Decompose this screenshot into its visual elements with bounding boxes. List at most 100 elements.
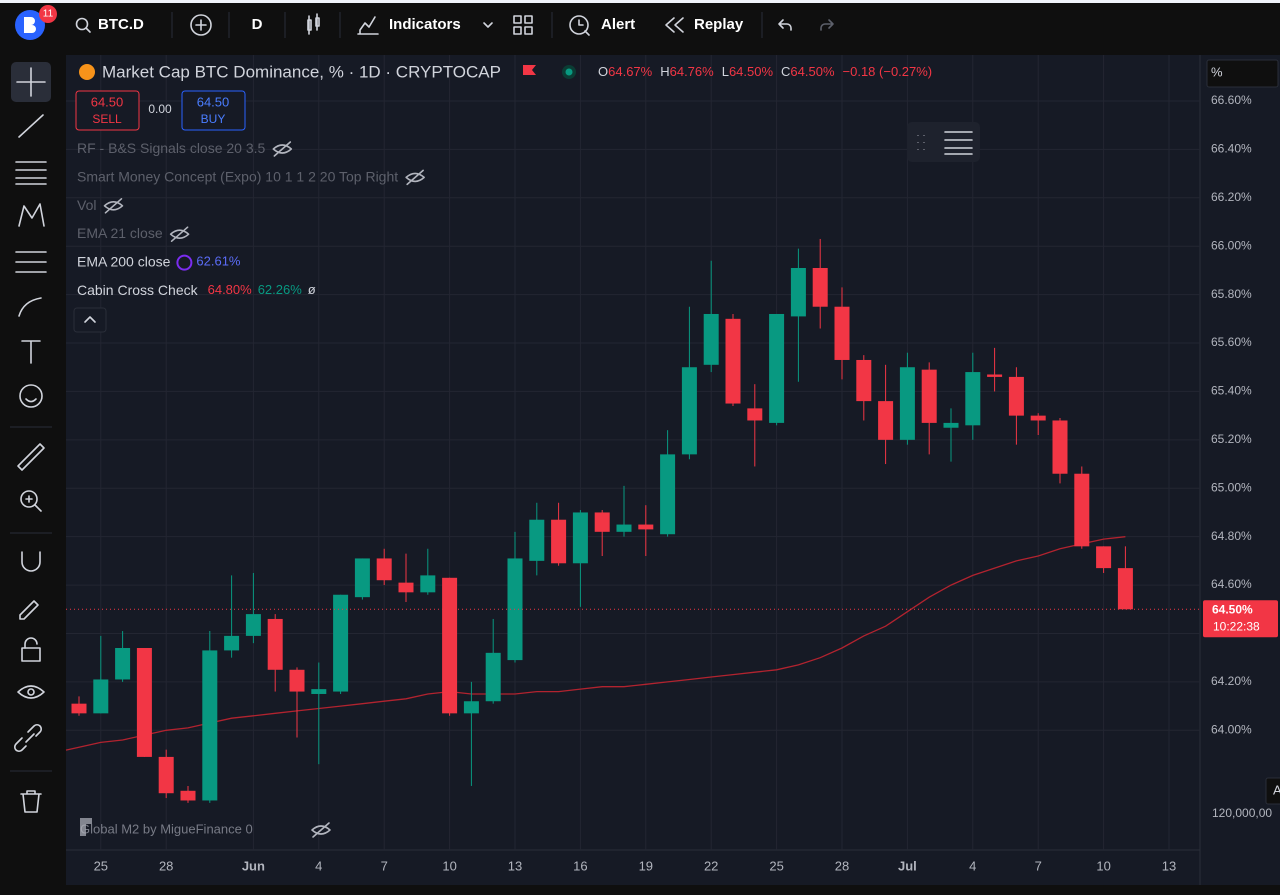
sell-label: SELL bbox=[92, 112, 122, 126]
link-tool[interactable] bbox=[13, 723, 43, 753]
redo[interactable] bbox=[820, 19, 834, 31]
coin-icon bbox=[79, 64, 95, 80]
ohlc-key: O bbox=[598, 64, 608, 79]
ohlc-value: 64.50% bbox=[790, 64, 835, 79]
y-tick-label: 66.20% bbox=[1211, 190, 1252, 204]
search-icon[interactable] bbox=[75, 17, 89, 31]
emoji-tool[interactable] bbox=[19, 384, 43, 408]
chart-type[interactable] bbox=[307, 13, 320, 35]
line-series bbox=[65, 536, 1126, 751]
fib-tool[interactable] bbox=[15, 161, 47, 185]
drawing-tools bbox=[10, 62, 52, 813]
add-symbol[interactable] bbox=[190, 14, 212, 36]
candle-body bbox=[1052, 420, 1068, 474]
candle-body bbox=[1008, 376, 1024, 416]
text-tool[interactable] bbox=[21, 340, 41, 364]
indicator-row: EMA 21 close bbox=[77, 225, 163, 241]
buy-button[interactable] bbox=[181, 90, 246, 131]
indicator-name: Smart Money Concept (Expo) 10 1 1 2 20 T… bbox=[77, 168, 398, 184]
x-tick-label: 25 bbox=[94, 858, 108, 873]
symbol[interactable]: BTC.D bbox=[98, 16, 144, 33]
ohlc-change: −0.18 (−0.27%) bbox=[843, 64, 933, 79]
x-tick-label: Jul bbox=[898, 858, 917, 873]
pattern-tool[interactable] bbox=[18, 203, 45, 227]
lock-drawing-tool[interactable] bbox=[19, 600, 39, 620]
emoji-smile bbox=[25, 398, 37, 403]
tv-watermark bbox=[80, 818, 92, 836]
visibility-tool[interactable] bbox=[17, 685, 45, 699]
ohlc-value: 64.76% bbox=[670, 64, 715, 79]
replay-icon[interactable] bbox=[665, 17, 684, 33]
hidden-icon[interactable] bbox=[311, 822, 331, 838]
flag[interactable] bbox=[523, 65, 536, 75]
hidden-icon[interactable] bbox=[272, 141, 293, 157]
ohlc-key: L bbox=[722, 64, 729, 79]
y-tick-label: 66.60% bbox=[1211, 93, 1252, 107]
candle-body bbox=[1096, 546, 1112, 569]
zoom-icon bbox=[25, 495, 42, 512]
alert-icon-hands bbox=[578, 19, 590, 36]
undo[interactable] bbox=[778, 19, 792, 31]
y-tick-label: 65.80% bbox=[1211, 287, 1252, 301]
visibility-pupil bbox=[27, 688, 35, 696]
add-icon bbox=[195, 19, 207, 31]
measure-tool[interactable] bbox=[17, 443, 45, 471]
y-tick-label: 66.40% bbox=[1211, 142, 1252, 156]
hidden-icon[interactable] bbox=[405, 169, 425, 186]
indicators-button[interactable]: Indicators bbox=[389, 16, 461, 33]
ohlc-value: 64.50% bbox=[729, 64, 774, 79]
x-tick-label: 10 bbox=[442, 858, 456, 873]
lock-tool[interactable] bbox=[21, 647, 41, 662]
indicator-value: 62.61% bbox=[196, 254, 241, 269]
layouts[interactable] bbox=[513, 15, 533, 35]
chevron[interactable] bbox=[483, 22, 493, 28]
candle-body bbox=[267, 618, 283, 670]
candle-body bbox=[333, 594, 349, 692]
indicator-name: EMA 200 close bbox=[77, 253, 171, 269]
candle-body bbox=[442, 577, 458, 714]
lock-shackle bbox=[24, 637, 38, 649]
y-tick-label: 64.60% bbox=[1211, 577, 1252, 591]
candle-body bbox=[224, 635, 240, 651]
unit-box[interactable] bbox=[1206, 59, 1279, 88]
y-tick-label: 65.60% bbox=[1211, 335, 1252, 349]
forecast-tool[interactable] bbox=[15, 251, 47, 273]
auto-scale-label: A bbox=[1273, 782, 1280, 797]
delete-tool[interactable] bbox=[20, 790, 42, 813]
auto-scale-button[interactable] bbox=[1265, 777, 1280, 805]
hidden-icon[interactable] bbox=[169, 226, 190, 242]
x-tick-label: 19 bbox=[639, 858, 653, 873]
top-edge bbox=[0, 0, 1280, 3]
magnet-tool[interactable] bbox=[21, 551, 41, 572]
top-toolbar: 11 BTC.D D Indicators Alert Replay bbox=[15, 5, 834, 40]
unit-label: % bbox=[1211, 64, 1223, 79]
brush-tool[interactable] bbox=[18, 297, 42, 317]
interval[interactable]: D bbox=[252, 16, 263, 33]
candle-body bbox=[529, 519, 545, 561]
alert-icon[interactable] bbox=[569, 15, 589, 35]
candle-body bbox=[1030, 415, 1046, 421]
candle-body bbox=[398, 582, 414, 593]
alert-button[interactable]: Alert bbox=[601, 16, 635, 33]
legend: Market Cap BTC Dominance, % · 1D · CRYPT… bbox=[73, 62, 933, 333]
x-tick-label: 7 bbox=[381, 858, 388, 873]
sell-button[interactable] bbox=[75, 90, 140, 131]
candle-body bbox=[245, 614, 261, 636]
collapse-legend[interactable] bbox=[73, 307, 107, 333]
hidden-icon[interactable] bbox=[103, 198, 124, 214]
replay-button[interactable]: Replay bbox=[694, 16, 744, 33]
bottom-indicator: Global M2 by MigueFinance 0 bbox=[80, 821, 253, 836]
bottom-bar bbox=[66, 885, 1280, 895]
indicators-icon[interactable] bbox=[357, 16, 379, 35]
trendline-tool[interactable] bbox=[18, 114, 44, 138]
drag-handle bbox=[917, 135, 925, 150]
candle-body bbox=[965, 372, 981, 426]
zoom-tool[interactable] bbox=[20, 490, 38, 508]
status-dot bbox=[565, 68, 573, 76]
candle-body bbox=[616, 524, 632, 532]
candle-body bbox=[136, 647, 152, 757]
candle-body bbox=[463, 701, 479, 714]
indicator-name: Vol bbox=[77, 197, 96, 213]
indicator-value: 62.26% bbox=[258, 282, 303, 297]
x-tick-label: 4 bbox=[969, 858, 976, 873]
